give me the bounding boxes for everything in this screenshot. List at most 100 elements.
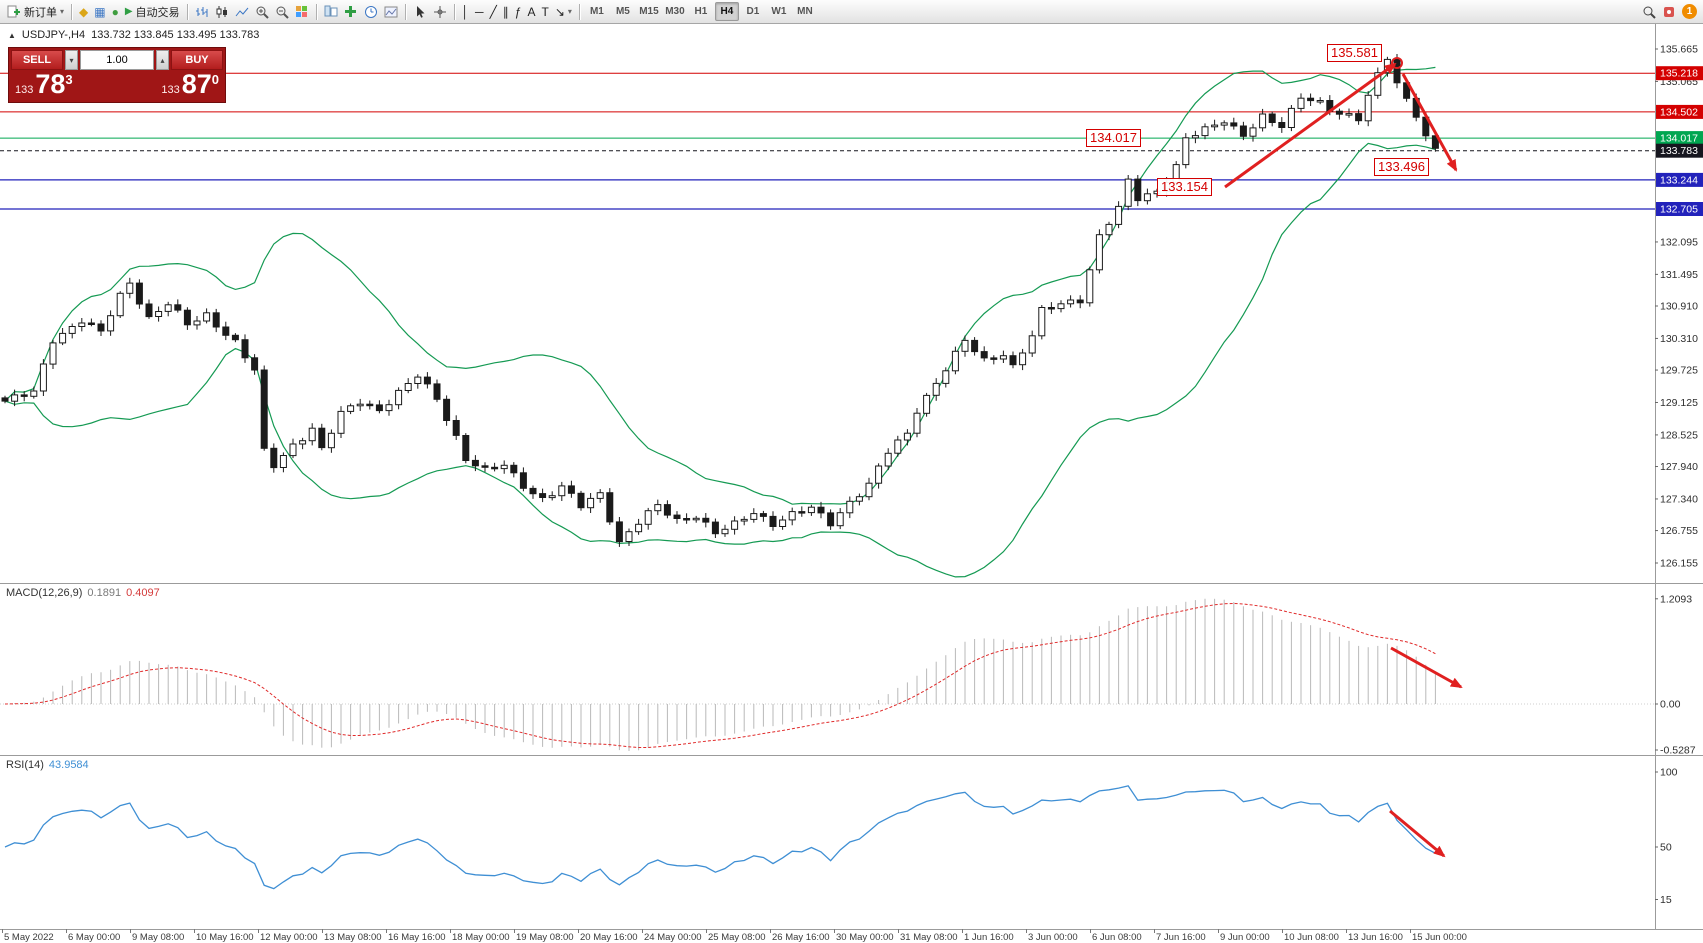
- market-button[interactable]: ◆: [76, 2, 91, 22]
- chevron-down-icon: ▾: [567, 7, 572, 16]
- time-axis[interactable]: 5 May 2022 6 May 00:00 9 May 08:00 10 May 1…: [2, 929, 1467, 943]
- svg-text:13 May 08:00: 13 May 08:00: [324, 932, 382, 943]
- svg-text:128.525: 128.525: [1660, 429, 1698, 441]
- collapse-trade-panel-icon[interactable]: ▲: [8, 30, 16, 40]
- svg-text:31 May 08:00: 31 May 08:00: [900, 932, 958, 943]
- timeframe-m30-button[interactable]: M30: [665, 6, 685, 17]
- vertical-line-icon: │: [461, 4, 470, 19]
- text-tool-button[interactable]: A: [524, 2, 538, 22]
- timeframe-m5-button[interactable]: M5: [615, 6, 630, 17]
- svg-text:133.244: 133.244: [1660, 174, 1698, 186]
- trend-arrow[interactable]: [1390, 646, 1463, 689]
- tile-windows-button[interactable]: [321, 2, 341, 22]
- svg-text:9 May 08:00: 9 May 08:00: [132, 932, 184, 943]
- svg-text:126.755: 126.755: [1660, 525, 1698, 537]
- volume-input[interactable]: [80, 50, 154, 70]
- fibonacci-icon: ƒ: [514, 4, 522, 19]
- chart-properties-button[interactable]: [292, 2, 312, 22]
- svg-text:50: 50: [1660, 842, 1672, 854]
- text-icon: A: [527, 4, 536, 19]
- chevron-down-icon: ▾: [60, 7, 65, 16]
- chart-canvas[interactable]: 135.665135.065132.095131.495130.910130.3…: [0, 24, 1703, 943]
- peak-circle-marker[interactable]: [1391, 57, 1403, 69]
- price-annotation[interactable]: 134.017: [1086, 129, 1141, 147]
- zoom-out-button[interactable]: [272, 2, 292, 22]
- tile-windows-icon: [324, 5, 338, 16]
- signals-button[interactable]: ▦: [91, 2, 108, 22]
- svg-text:30 May 00:00: 30 May 00:00: [836, 932, 894, 943]
- community-circle-icon: ●: [111, 4, 119, 19]
- add-indicator-button[interactable]: [341, 2, 361, 22]
- price-axis[interactable]: 135.665135.065132.095131.495130.910130.3…: [1655, 44, 1703, 907]
- price-annotation[interactable]: 133.154: [1157, 178, 1212, 196]
- trendline-tool-button[interactable]: ╱: [487, 2, 500, 22]
- macd-histogram: [14, 598, 1436, 751]
- notification-badge[interactable]: 1: [1682, 4, 1697, 19]
- timeframe-m1-button[interactable]: M1: [589, 6, 604, 17]
- price-level-lines[interactable]: [0, 72, 1655, 210]
- timeframe-h1-button[interactable]: H1: [694, 6, 708, 17]
- volume-decrease-button[interactable]: ▾: [65, 50, 78, 70]
- main-toolbar: 新订单 ▾ ◆ ▦ ● ▶ 自动交易 │ ─: [0, 0, 1703, 24]
- vline-tool-button[interactable]: │: [459, 2, 473, 22]
- svg-text:129.125: 129.125: [1660, 397, 1698, 409]
- line-chart-mode-button[interactable]: [232, 2, 252, 22]
- price-tag-132.705: [1656, 202, 1703, 216]
- timeframe-d1-button[interactable]: D1: [746, 6, 760, 17]
- toolbar-divider: [71, 3, 73, 20]
- svg-text:135.665: 135.665: [1660, 44, 1698, 56]
- search-icon[interactable]: [1642, 5, 1656, 19]
- sell-button[interactable]: SELL: [11, 50, 63, 70]
- cursor-tool-button[interactable]: [410, 2, 430, 22]
- svg-text:132.705: 132.705: [1660, 203, 1698, 215]
- timeframe-m15-button[interactable]: M15: [639, 6, 659, 17]
- trend-arrow[interactable]: [1389, 809, 1446, 858]
- price-annotation[interactable]: 135.581: [1327, 44, 1382, 62]
- svg-text:5 May 2022: 5 May 2022: [4, 932, 54, 943]
- period-button[interactable]: [361, 2, 381, 22]
- bar-chart-icon: [195, 6, 208, 17]
- bollinger-upper-line: [4, 66, 1436, 505]
- zoom-in-button[interactable]: [252, 2, 272, 22]
- toolbar-divider: [315, 3, 317, 20]
- volume-increase-button[interactable]: ▴: [156, 50, 169, 70]
- channel-icon: ∥: [502, 4, 509, 19]
- crosshair-tool-button[interactable]: [430, 2, 450, 22]
- svg-text:100: 100: [1660, 767, 1678, 779]
- candles-layer: [1, 54, 1439, 547]
- cursor-icon: [416, 5, 425, 18]
- svg-text:1.2093: 1.2093: [1660, 593, 1692, 605]
- community-button[interactable]: ●: [109, 2, 122, 22]
- autotrade-button[interactable]: ▶ 自动交易: [122, 2, 183, 22]
- svg-text:10 May 16:00: 10 May 16:00: [196, 932, 254, 943]
- svg-text:19 May 08:00: 19 May 08:00: [516, 932, 574, 943]
- candlestick-mode-button[interactable]: [212, 2, 232, 22]
- svg-text:24 May 00:00: 24 May 00:00: [644, 932, 702, 943]
- trend-arrow[interactable]: [1224, 62, 1397, 189]
- timeframe-h4-button[interactable]: H4: [714, 2, 739, 21]
- price-annotation[interactable]: 133.496: [1374, 158, 1429, 176]
- alerts-icon[interactable]: [1662, 5, 1676, 19]
- new-order-button[interactable]: 新订单 ▾: [4, 2, 67, 22]
- arrows-tool-button[interactable]: ↘ ▾: [552, 2, 575, 22]
- svg-text:25 May 08:00: 25 May 08:00: [708, 932, 766, 943]
- buy-button[interactable]: BUY: [171, 50, 223, 70]
- bar-chart-mode-button[interactable]: [192, 2, 212, 22]
- svg-text:9 Jun 00:00: 9 Jun 00:00: [1220, 932, 1270, 943]
- svg-text:15 Jun 00:00: 15 Jun 00:00: [1412, 932, 1467, 943]
- channel-tool-button[interactable]: ∥: [500, 2, 512, 22]
- ohlc-values: 133.732 133.845 133.495 133.783: [91, 29, 260, 41]
- clock-icon: [364, 5, 377, 18]
- fibonacci-tool-button[interactable]: ƒ: [512, 2, 525, 22]
- svg-text:127.340: 127.340: [1660, 493, 1698, 505]
- trend-arrow[interactable]: [1401, 73, 1458, 172]
- timeframe-mn-button[interactable]: MN: [797, 6, 813, 17]
- hline-tool-button[interactable]: ─: [472, 2, 487, 22]
- label-tool-button[interactable]: T: [539, 2, 552, 22]
- rsi-indicator-label: RSI(14) 43.9584: [6, 759, 89, 771]
- signals-grid-icon: ▦: [94, 4, 106, 19]
- template-button[interactable]: [381, 2, 401, 22]
- timeframe-w1-button[interactable]: W1: [771, 6, 787, 17]
- crosshair-icon: [433, 5, 446, 18]
